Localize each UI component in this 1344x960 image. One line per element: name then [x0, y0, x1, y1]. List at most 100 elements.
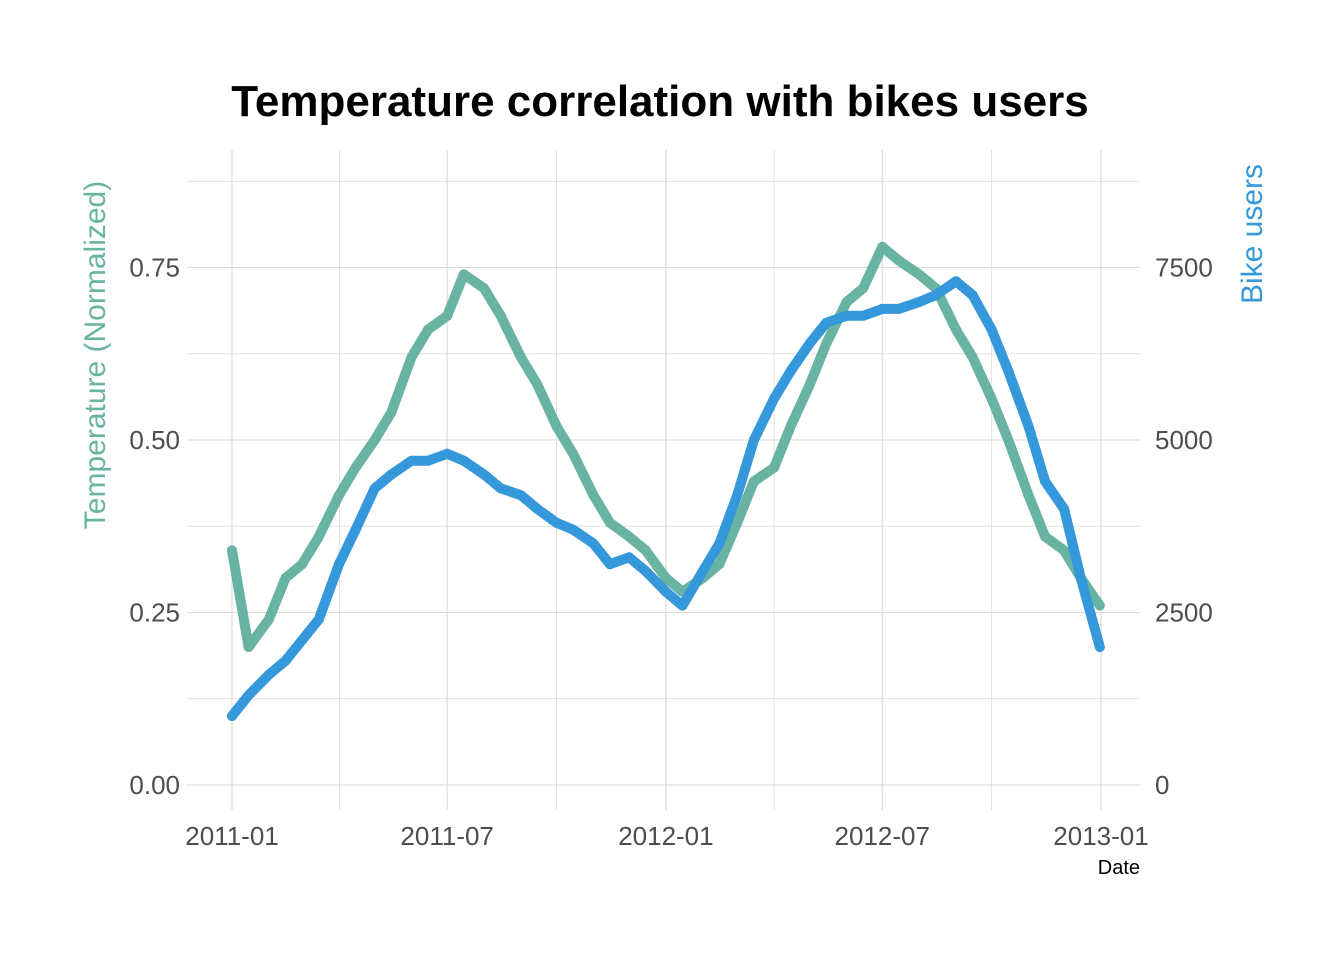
temperature-point [334, 490, 344, 501]
temperature-point [243, 642, 254, 652]
temperature-point [624, 531, 635, 542]
y-left-tick-label: 0.75 [129, 253, 180, 283]
temperature-point [1040, 531, 1051, 542]
temperature-point [877, 241, 888, 252]
series-layer [227, 241, 1105, 721]
temperature-point [227, 545, 237, 556]
temperature-point [732, 517, 743, 528]
bike-users-point [821, 317, 832, 328]
temperature-point [1003, 435, 1014, 445]
bike-users-point [893, 303, 904, 314]
temperature-point [442, 310, 453, 321]
x-tick-label: 2012-07 [835, 821, 930, 851]
bike-users-point [858, 310, 869, 321]
temperature-point [386, 407, 397, 418]
temperature-point [914, 269, 925, 280]
bike-users-point [748, 435, 759, 445]
temperature-point [406, 352, 417, 363]
bike-users-point [714, 538, 725, 549]
temperature-point [605, 517, 615, 528]
temperature-point [640, 545, 651, 556]
bike-users-point [677, 600, 688, 611]
temperature-point [280, 573, 291, 583]
x-tick-label: 2011-01 [185, 821, 279, 851]
y-right-tick-label: 5000 [1155, 425, 1213, 455]
temperature-point [858, 283, 869, 294]
temperature-point [297, 559, 308, 570]
temperature-point [313, 531, 324, 542]
bike-users-point [495, 483, 506, 494]
bike-users-point [732, 490, 743, 501]
temperature-point [660, 573, 671, 583]
bike-users-point [1094, 642, 1105, 652]
temperature-point [423, 324, 434, 335]
bike-users-point [914, 297, 925, 307]
temperature-point [350, 462, 361, 473]
temperature-point [785, 421, 796, 432]
bike-users-point [660, 586, 671, 597]
bike-users-point [1003, 366, 1014, 376]
temperature-point [951, 324, 961, 335]
y-right-tick-label: 7500 [1155, 253, 1213, 283]
bike-users-point [334, 559, 344, 570]
bike-users-point [280, 655, 291, 666]
bike-users-point [951, 276, 961, 287]
bike-users-point [605, 559, 615, 570]
temperature-point [369, 435, 380, 445]
bike-users-point [1075, 573, 1086, 583]
tick-labels: 2011-01 2011-07 2012-01 2012-07 2013-01 0.00 0… [129, 253, 1212, 852]
temperature-point [769, 462, 780, 473]
temperature-point [1023, 490, 1034, 501]
bike-users-point [243, 690, 254, 701]
temperature-point [986, 393, 997, 404]
bike-users-point [313, 614, 324, 625]
temperature-point [1094, 600, 1105, 611]
y-left-tick-label: 0.00 [129, 770, 180, 800]
bike-users-point [588, 538, 599, 549]
bike-users-point [568, 524, 579, 535]
temperature-point [893, 255, 904, 266]
y-right-tick-label: 0 [1155, 770, 1169, 800]
bike-users-point [515, 490, 526, 501]
temperature-point [495, 310, 506, 321]
temperature-point [588, 490, 599, 501]
bike-users-point [532, 504, 543, 514]
x-axis-label: Date [1098, 857, 1140, 879]
bike-users-point [551, 517, 562, 528]
bike-users-point [877, 303, 888, 314]
temperature-point [568, 448, 579, 459]
bike-users-point [986, 324, 997, 335]
x-tick-label: 2013-01 [1053, 821, 1148, 851]
bike-users-point [769, 393, 780, 404]
bike-users-point [1059, 504, 1070, 514]
bike-users-point [785, 366, 796, 376]
temperature-point [1059, 545, 1070, 556]
bike-users-point [930, 290, 941, 301]
temperature-point [263, 614, 274, 625]
y-left-tick-label: 0.50 [129, 425, 180, 455]
temperature-point [532, 379, 543, 390]
bike-users-point [479, 469, 489, 480]
bike-users-point [227, 711, 237, 721]
bike-users-point [1023, 421, 1034, 432]
temperature-point [458, 269, 469, 280]
bike-users-point [369, 483, 380, 494]
bike-users-point [350, 524, 361, 535]
bike-users-point [406, 455, 417, 466]
grid-lines [187, 150, 1140, 810]
temperature-point [479, 283, 489, 294]
chart-title: Temperature correlation with bikes users [231, 77, 1088, 126]
bike-users-point [841, 310, 852, 321]
bike-users-point [442, 448, 453, 459]
temperature-point [841, 297, 852, 307]
y-axis-label-right: Bike users [1236, 164, 1269, 304]
bike-users-point [967, 290, 978, 301]
y-left-tick-label: 0.25 [129, 598, 180, 628]
bike-users-point [1040, 476, 1051, 487]
bike-users-point [297, 635, 308, 646]
temperature-point [804, 379, 815, 390]
bike-users-point [697, 566, 708, 577]
bike-users-point [263, 669, 274, 680]
